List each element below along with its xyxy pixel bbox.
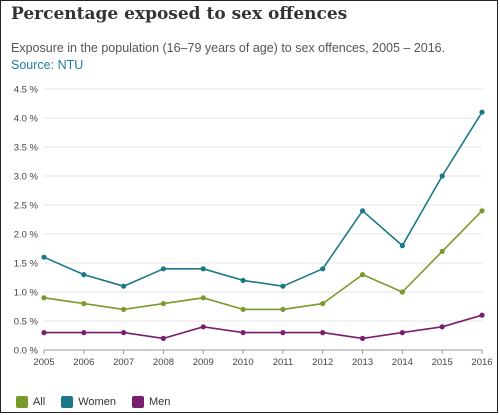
data-point-men	[81, 330, 87, 336]
data-point-men	[439, 324, 445, 330]
data-point-women	[160, 266, 167, 272]
x-tick-label: 2016	[471, 357, 492, 368]
data-point-all	[160, 301, 167, 307]
x-tick-label: 2009	[193, 357, 214, 368]
legend-item-men[interactable]: Men	[131, 396, 171, 408]
legend-label: Men	[148, 396, 171, 408]
data-point-men	[160, 335, 167, 341]
data-point-men	[479, 312, 485, 318]
data-point-all	[121, 306, 127, 312]
chart-subtitle: Exposure in the population (16–79 years …	[11, 40, 489, 74]
x-tick-label: 2007	[113, 357, 134, 368]
data-point-women	[479, 109, 485, 115]
x-tick-label: 2006	[73, 357, 94, 368]
data-point-all	[240, 306, 246, 312]
y-tick-label: 0.5 %	[14, 317, 39, 328]
legend-item-all[interactable]: All	[16, 396, 45, 408]
data-point-women	[320, 266, 326, 272]
x-tick-label: 2010	[233, 357, 254, 368]
data-point-women	[240, 277, 246, 283]
data-point-men	[280, 330, 286, 336]
data-point-all	[280, 306, 286, 312]
chart-title: Percentage exposed to sex offences	[11, 4, 348, 24]
series-line-women	[43, 111, 483, 288]
data-point-all	[320, 301, 326, 307]
legend-swatch	[61, 396, 74, 408]
legend-item-women[interactable]: Women	[61, 396, 116, 408]
data-point-all	[359, 272, 366, 278]
data-point-men	[240, 330, 246, 336]
data-point-all	[479, 208, 485, 214]
data-point-women	[359, 208, 366, 214]
data-point-men	[41, 330, 47, 336]
x-tick-label: 2011	[273, 357, 293, 368]
y-tick-label: 2.5 %	[14, 201, 39, 212]
data-point-all	[41, 295, 47, 301]
y-tick-label: 1.0 %	[14, 288, 39, 299]
data-point-women	[200, 266, 206, 272]
data-point-women	[280, 283, 286, 289]
x-tick-label: 2012	[312, 357, 333, 368]
data-point-women	[399, 243, 405, 249]
y-tick-label: 0.0 %	[14, 346, 39, 357]
y-tick-label: 1.5 %	[14, 259, 39, 270]
legend-swatch	[16, 396, 28, 408]
data-point-all	[200, 295, 206, 301]
source-link[interactable]: NTU	[57, 58, 84, 72]
x-tick-label: 2005	[33, 357, 54, 368]
y-tick-label: 4.0 %	[14, 114, 39, 125]
line-chart: 0.0 % 0.5 % 1.0 % 1.5 % 2.0 % 2.5 % 3.0 % 3.5 %…	[14, 85, 493, 369]
source-label[interactable]: Source:	[11, 58, 55, 72]
data-point-all	[439, 248, 445, 254]
y-tick-label: 4.5 %	[14, 85, 39, 96]
data-point-men	[121, 330, 127, 336]
legend-swatch	[131, 396, 144, 408]
data-point-women	[121, 283, 127, 289]
x-tick-label: 2015	[432, 357, 453, 368]
data-point-men	[399, 330, 405, 336]
series-line-men	[44, 314, 483, 340]
legend-label: Women	[78, 396, 116, 408]
data-point-all	[399, 289, 405, 295]
y-tick-label: 2.0 %	[14, 230, 39, 241]
data-point-women	[439, 173, 445, 179]
data-point-all	[81, 301, 87, 307]
legend: All Women Men	[16, 394, 186, 410]
subtitle-text: Exposure in the population (16–79 years …	[11, 41, 446, 55]
data-point-men	[320, 330, 326, 336]
x-tick-label: 2008	[153, 357, 174, 368]
y-tick-label: 3.0 %	[14, 172, 39, 183]
legend-label: All	[33, 396, 46, 408]
data-point-women	[81, 272, 87, 278]
series-line-all	[43, 210, 483, 311]
x-tick-label: 2013	[352, 357, 373, 368]
y-tick-label: 3.5 %	[14, 143, 39, 154]
data-point-women	[41, 254, 47, 260]
data-point-men	[200, 324, 206, 330]
x-tick-label: 2014	[392, 357, 413, 368]
data-point-men	[359, 335, 366, 341]
